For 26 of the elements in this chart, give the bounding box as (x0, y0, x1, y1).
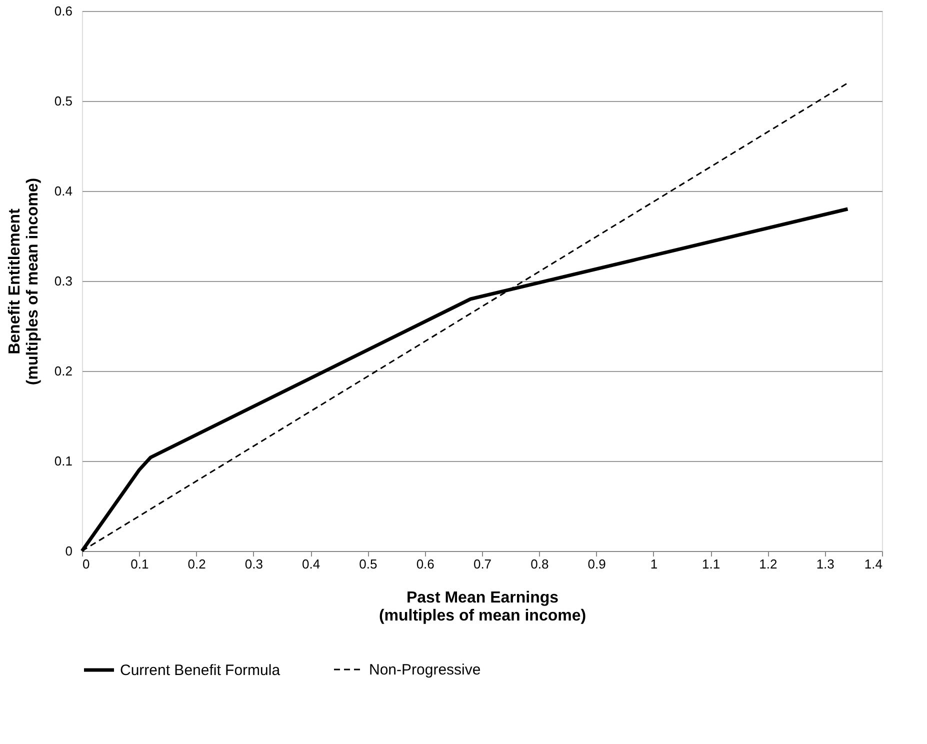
legend-label: Current Benefit Formula (120, 662, 281, 679)
y-axis-title: Benefit Entitlement (multiples of mean income) (6, 178, 42, 386)
y-tick-label: 0 (65, 544, 72, 558)
y-tick-label: 0.4 (54, 184, 72, 198)
x-tick-label: 0.3 (244, 556, 263, 572)
x-tick-label: 0.4 (302, 556, 320, 572)
x-tick-label: 1.2 (759, 556, 778, 572)
x-axis-title: Past Mean Earnings (multiples of mean income) (378, 590, 586, 624)
x-tick-label: 0.1 (130, 556, 149, 572)
y-tick-label: 0.1 (54, 454, 72, 468)
y-tick-label: 0.2 (54, 364, 72, 378)
x-tick-label: 1.4 (864, 556, 882, 572)
x-tick-label: 1.1 (702, 556, 720, 572)
x-tick-label: 1.3 (816, 556, 834, 572)
y-tick-label: 0.6 (54, 4, 72, 18)
x-tick-label: 0.5 (359, 556, 378, 572)
x-tick-label: 0.2 (188, 556, 206, 572)
y-tick-label: 0.5 (54, 94, 72, 108)
x-tick-label: 1 (650, 556, 658, 572)
x-tick-label: 0 (82, 556, 90, 572)
x-tick-label: 0.9 (588, 556, 606, 572)
x-tick-label: 0.7 (473, 556, 492, 572)
x-tick-label: 0.6 (416, 556, 434, 572)
x-tick-label: 0.8 (530, 556, 549, 572)
y-tick-label: 0.3 (54, 274, 72, 288)
legend-label: Non-Progressive (369, 662, 481, 678)
